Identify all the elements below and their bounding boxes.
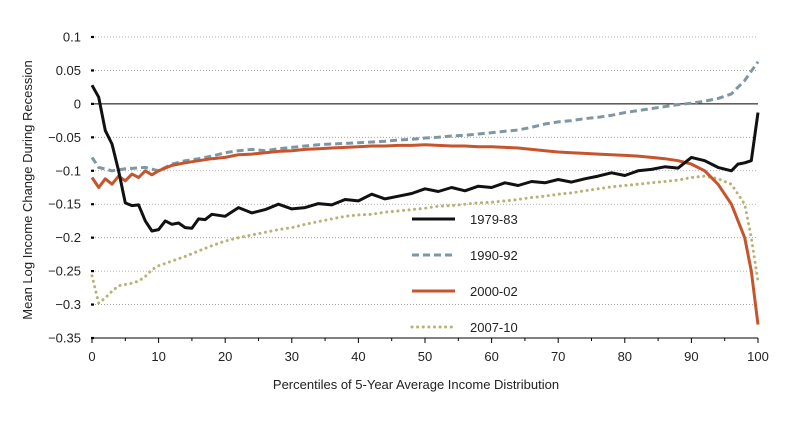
x-tick-label-2: 20 xyxy=(218,349,232,364)
x-tick-label-0: 0 xyxy=(88,349,95,364)
y-tick-label-5: −0.15 xyxy=(48,197,81,212)
series-line-1979-83 xyxy=(90,84,760,233)
x-tick-label-10: 100 xyxy=(747,349,769,364)
x-tick-label-4: 40 xyxy=(351,349,365,364)
y-tick-label-8: −0.3 xyxy=(55,297,81,312)
y-tick-label-3: −0.05 xyxy=(48,130,81,145)
series-line-1990-92 xyxy=(90,60,760,173)
x-tick-label-3: 30 xyxy=(285,349,299,364)
x-tick-label-6: 60 xyxy=(484,349,498,364)
x-axis-ticks: 0 10 20 30 40 50 60 70 80 90 100 xyxy=(88,338,769,364)
series-lines xyxy=(90,60,760,325)
y-axis-ticks: 0.1 0.05 0 −0.05 −0.1 −0.15 −0.2 −0.25 −0.3 −0.35 xyxy=(48,30,94,346)
x-tick-label-8: 80 xyxy=(618,349,632,364)
x-tick-label-5: 50 xyxy=(418,349,432,364)
y-tick-label-2: 0 xyxy=(74,96,81,111)
y-axis-title: Mean Log Income Change During Recession xyxy=(20,60,35,319)
y-tick-label-0: 0.1 xyxy=(63,30,81,45)
legend-label-2007-10: 2007-10 xyxy=(470,320,518,335)
y-tick-label-4: −0.1 xyxy=(55,163,81,178)
x-tick-label-9: 90 xyxy=(684,349,698,364)
series-line-2007-10 xyxy=(90,174,760,306)
y-tick-label-6: −0.2 xyxy=(55,230,81,245)
x-tick-label-7: 70 xyxy=(551,349,565,364)
legend-label-1979-83: 1979-83 xyxy=(470,212,518,227)
x-axis-title: Percentiles of 5-Year Average Income Dis… xyxy=(273,377,559,392)
x-tick-label-1: 10 xyxy=(151,349,165,364)
series-line-2000-02 xyxy=(90,143,760,325)
y-tick-label-9: −0.35 xyxy=(48,331,81,346)
y-tick-label-1: 0.05 xyxy=(56,63,81,78)
legend-label-1990-92: 1990-92 xyxy=(470,248,518,263)
y-tick-label-7: −0.25 xyxy=(48,264,81,279)
legend-label-2000-02: 2000-02 xyxy=(470,284,518,299)
legend: 1979-83 1990-92 2000-02 2007-10 xyxy=(410,212,518,335)
